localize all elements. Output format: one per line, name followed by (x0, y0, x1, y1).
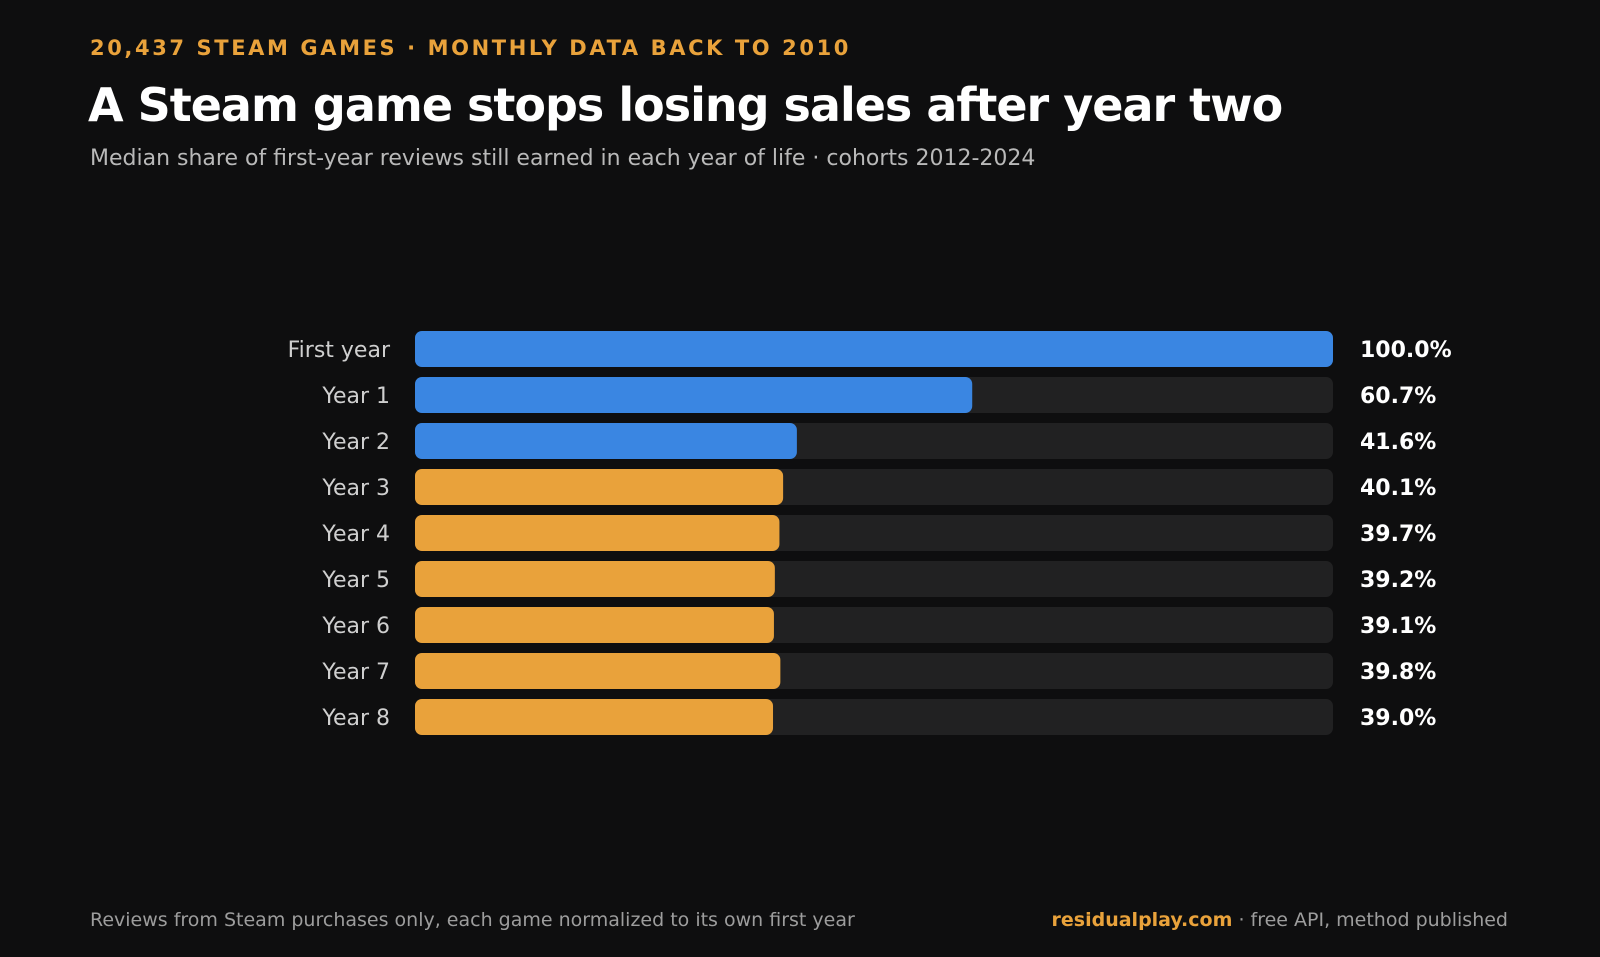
bar (415, 699, 774, 735)
value-label: 39.7% (1360, 522, 1436, 547)
value-label: 39.8% (1360, 660, 1436, 685)
bar (415, 377, 973, 413)
footer-credit-suffix: · free API, method published (1232, 909, 1508, 931)
category-label: Year 1 (321, 384, 390, 409)
category-label: Year 5 (321, 568, 390, 593)
bar (415, 423, 797, 459)
kicker: 20,437 STEAM GAMES · MONTHLY DATA BACK T… (90, 36, 852, 60)
category-label: Year 2 (321, 430, 390, 455)
value-label: 100.0% (1360, 338, 1452, 363)
value-label: 40.1% (1360, 476, 1436, 501)
bar (415, 469, 784, 505)
bar (415, 561, 775, 597)
site-link[interactable]: residualplay.com (1051, 909, 1233, 931)
chart-subtitle: Median share of first-year reviews still… (90, 146, 1036, 171)
footer-credit: residualplay.com · free API, method publ… (1052, 909, 1508, 931)
category-label: Year 4 (321, 522, 390, 547)
bar (415, 331, 1333, 367)
footer-note: Reviews from Steam purchases only, each … (90, 909, 855, 931)
chart-title: A Steam game stops losing sales after ye… (88, 78, 1283, 132)
bar (415, 607, 774, 643)
value-label: 39.0% (1360, 706, 1436, 731)
category-label: Year 8 (321, 706, 390, 731)
category-label: First year (288, 338, 391, 363)
category-label: Year 6 (321, 614, 390, 639)
value-label: 39.2% (1360, 568, 1436, 593)
value-label: 41.6% (1360, 430, 1436, 455)
category-label: Year 3 (321, 476, 390, 501)
category-label: Year 7 (321, 660, 390, 685)
bar (415, 653, 781, 689)
value-label: 39.1% (1360, 614, 1436, 639)
bar (415, 515, 780, 551)
value-label: 60.7% (1360, 384, 1436, 409)
